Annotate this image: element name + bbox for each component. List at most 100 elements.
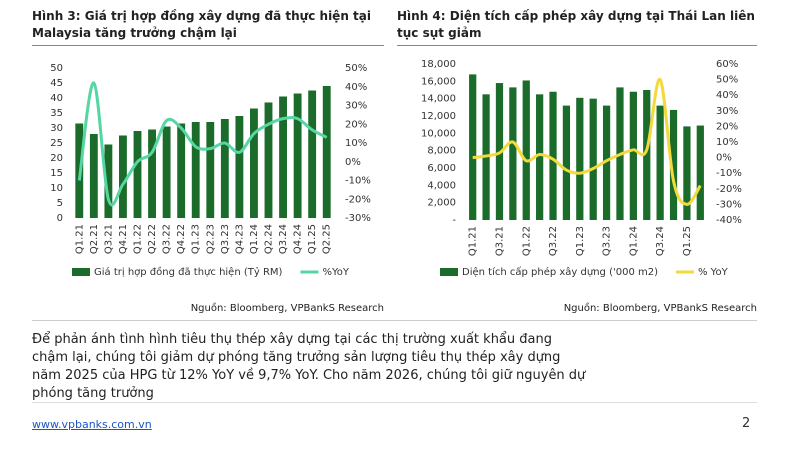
page-number: 2 — [742, 416, 751, 431]
x-tick-label: Q3.24 — [278, 224, 289, 254]
bar — [562, 105, 571, 220]
bar — [264, 102, 273, 218]
bar — [235, 116, 244, 218]
chart-title: Hình 4: Diện tích cấp phép xây dựng tại … — [397, 8, 757, 46]
bar — [536, 94, 544, 220]
x-tick-label: Q3.21 — [103, 224, 114, 254]
x-tick-label: Q3.24 — [655, 226, 666, 256]
y2-tick-label: 20% — [716, 121, 738, 132]
bar — [133, 131, 142, 218]
y-tick-label: 30 — [50, 123, 63, 134]
y2-tick-label: -30% — [345, 213, 371, 224]
x-tick-label: Q4.24 — [293, 224, 304, 254]
y-tick-label: 18,000 — [421, 59, 456, 70]
y-tick-label: 40 — [50, 93, 63, 104]
y2-tick-label: 10% — [345, 138, 367, 149]
x-tick-label: Q1.25 — [682, 226, 693, 256]
x-tick-label: Q2.23 — [205, 224, 216, 254]
footer-link[interactable]: www.vpbanks.com.vn — [32, 418, 152, 431]
bar — [629, 91, 637, 220]
chart-title: Hình 3: Giá trị hợp đồng xây dựng đã thự… — [32, 8, 384, 46]
x-tick-label: Q1.23 — [191, 224, 202, 254]
y2-tick-label: 10% — [716, 137, 738, 148]
bar — [293, 93, 302, 218]
y-tick-label: 4,000 — [427, 180, 456, 191]
bar — [549, 91, 557, 220]
bar — [656, 105, 664, 220]
y-tick-label: 35 — [50, 108, 63, 119]
bar — [177, 123, 186, 218]
bar — [148, 129, 156, 218]
bar — [602, 105, 611, 220]
bar — [509, 87, 517, 221]
x-tick-label: Q3.23 — [220, 224, 231, 254]
y-tick-label: 50 — [50, 63, 63, 74]
divider — [32, 320, 757, 321]
y-tick-label: 25 — [50, 138, 63, 149]
x-tick-label: Q3.23 — [602, 226, 613, 256]
y-tick-label: 5 — [57, 198, 63, 209]
y2-tick-label: 0% — [716, 153, 732, 164]
legend-label: %YoY — [322, 267, 349, 278]
y-tick-label: 45 — [50, 78, 63, 89]
divider — [32, 402, 757, 403]
x-tick-label: Q1.21 — [468, 226, 479, 256]
bar — [206, 122, 215, 218]
y-tick-label: 10,000 — [421, 128, 456, 139]
x-tick-label: Q4.21 — [118, 224, 129, 254]
y-tick-label: 8,000 — [427, 146, 456, 157]
bar — [220, 119, 229, 218]
y2-tick-label: -40% — [716, 215, 742, 226]
y2-tick-label: 30% — [345, 101, 367, 112]
x-tick-label: Q4.23 — [234, 224, 245, 254]
x-tick-label: Q1.21 — [74, 224, 85, 254]
bar — [119, 135, 127, 218]
x-tick-label: Q1.25 — [307, 224, 318, 254]
y2-tick-label: 50% — [716, 75, 738, 86]
y-tick-label: 15 — [50, 168, 63, 179]
x-tick-label: Q1.24 — [249, 224, 260, 254]
y-tick-label: - — [452, 215, 456, 226]
legend-label: Giá trị hợp đồng đã thực hiện (Tỷ RM) — [94, 266, 283, 278]
x-tick-label: Q4.22 — [176, 224, 187, 254]
y2-tick-label: 40% — [345, 82, 367, 93]
legend-swatch — [72, 268, 90, 276]
source: Nguồn: Bloomberg, VPBankS Research — [190, 303, 384, 314]
x-tick-label: Q1.24 — [628, 226, 639, 256]
bar — [576, 97, 584, 220]
y-tick-label: 20 — [50, 153, 63, 164]
x-tick-label: Q1.22 — [521, 226, 532, 256]
bar — [250, 108, 258, 218]
y2-tick-label: 30% — [716, 106, 738, 117]
y-tick-label: 0 — [57, 213, 63, 224]
x-tick-label: Q2.25 — [322, 224, 333, 254]
charts: 05101520253035404550-30%-20%-10%0%10%20%… — [50, 59, 742, 278]
x-tick-label: Q1.22 — [133, 224, 144, 254]
x-tick-label: Q2.24 — [264, 224, 275, 254]
bar — [104, 144, 113, 218]
bar — [669, 109, 678, 220]
line — [77, 81, 328, 207]
bar — [322, 86, 331, 218]
y-tick-label: 6,000 — [427, 163, 456, 174]
bar — [279, 96, 287, 218]
line — [472, 78, 702, 206]
bar — [191, 122, 200, 218]
y2-tick-label: -10% — [345, 176, 371, 187]
bar — [89, 134, 98, 218]
y-tick-label: 16,000 — [421, 76, 456, 87]
y-tick-label: 2,000 — [427, 198, 456, 209]
x-tick-label: Q2.22 — [147, 224, 158, 254]
y2-tick-label: 20% — [345, 119, 367, 130]
y2-tick-label: -20% — [345, 194, 371, 205]
legend-label: % YoY — [698, 267, 729, 278]
bar — [643, 90, 651, 220]
bar — [683, 126, 691, 220]
bar — [469, 74, 477, 221]
y2-tick-label: 60% — [716, 59, 738, 70]
bar — [696, 125, 704, 220]
legend-swatch — [440, 268, 458, 276]
x-tick-label: Q3.22 — [162, 224, 173, 254]
x-tick-label: Q1.23 — [575, 226, 586, 256]
